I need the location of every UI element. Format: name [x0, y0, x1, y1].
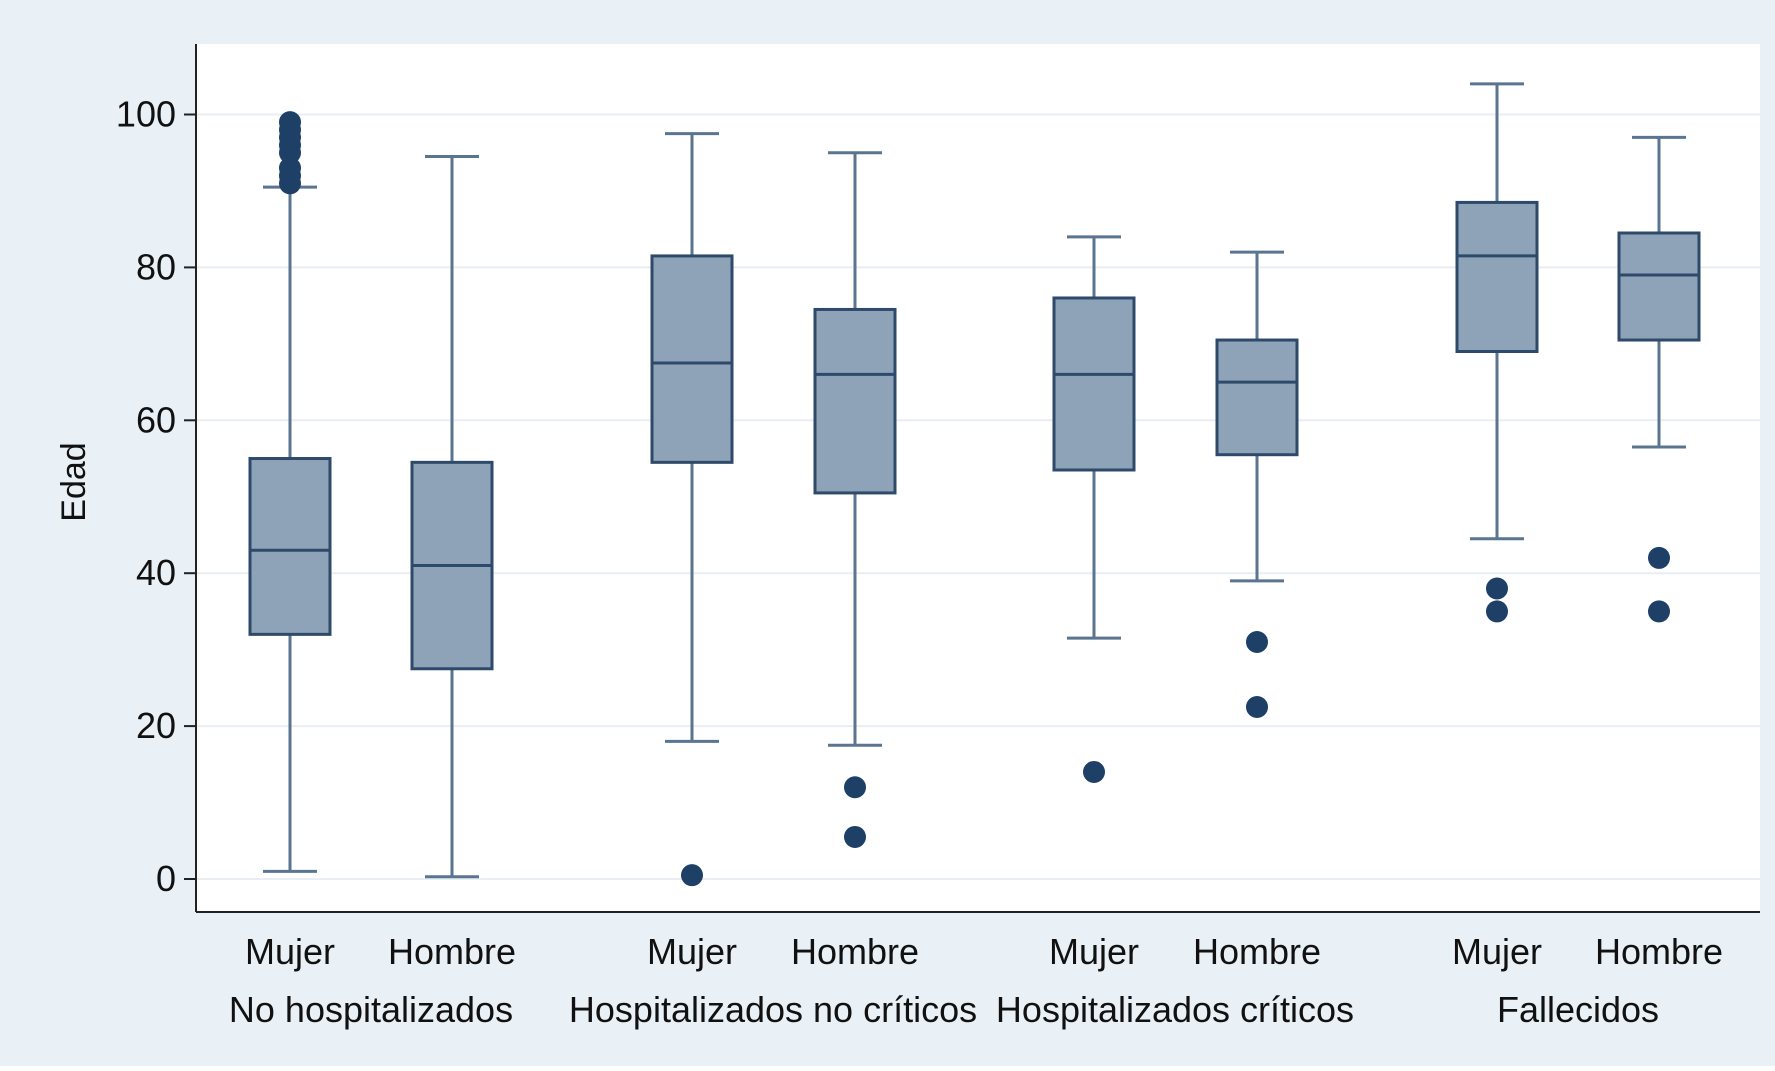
y-tick-label: 40: [136, 552, 176, 593]
x-category-label: Mujer: [1049, 931, 1139, 972]
x-category-label: Hombre: [791, 931, 919, 972]
x-group-label: Fallecidos: [1497, 989, 1659, 1030]
outlier-point: [279, 111, 301, 134]
x-group-label: No hospitalizados: [229, 989, 513, 1030]
y-tick-label: 80: [136, 246, 176, 287]
outlier-point: [1486, 600, 1508, 623]
outlier-point: [1648, 546, 1670, 569]
x-group-label: Hospitalizados no críticos: [569, 989, 977, 1030]
y-tick-label: 60: [136, 399, 176, 440]
outlier-point: [844, 825, 866, 848]
outlier-point: [844, 776, 866, 799]
boxes: [248, 82, 1701, 887]
outlier-point: [681, 864, 703, 887]
x-category-label: Mujer: [245, 931, 335, 972]
iqr-box: [248, 457, 332, 636]
outlier-point: [1246, 631, 1268, 654]
axes: 0 20 40 60 80 100 Mujer Hombre No hospitalizados…: [116, 44, 1760, 1030]
gridlines: [196, 113, 1760, 880]
outlier-point: [279, 157, 301, 180]
y-axis-title: Edad: [55, 442, 93, 521]
iqr-box: [1215, 338, 1299, 457]
x-category-label: Mujer: [1452, 931, 1542, 972]
outlier-point: [1246, 695, 1268, 718]
x-category-label: Hombre: [1193, 931, 1321, 972]
iqr-box: [813, 307, 897, 495]
x-category-label: Hombre: [388, 931, 516, 972]
y-tick-label: 20: [136, 705, 176, 746]
x-group-label: Hospitalizados críticos: [996, 989, 1354, 1030]
x-category-label: Hombre: [1595, 931, 1723, 972]
x-category-label: Mujer: [647, 931, 737, 972]
y-tick-label: 100: [116, 94, 176, 135]
iqr-box: [650, 254, 734, 464]
iqr-box: [1052, 296, 1136, 472]
outlier-point: [1486, 577, 1508, 600]
y-tick-label: 0: [156, 858, 176, 899]
iqr-box: [1617, 231, 1701, 342]
outlier-point: [1083, 760, 1105, 783]
outlier-point: [1648, 600, 1670, 623]
iqr-box: [1455, 200, 1539, 353]
